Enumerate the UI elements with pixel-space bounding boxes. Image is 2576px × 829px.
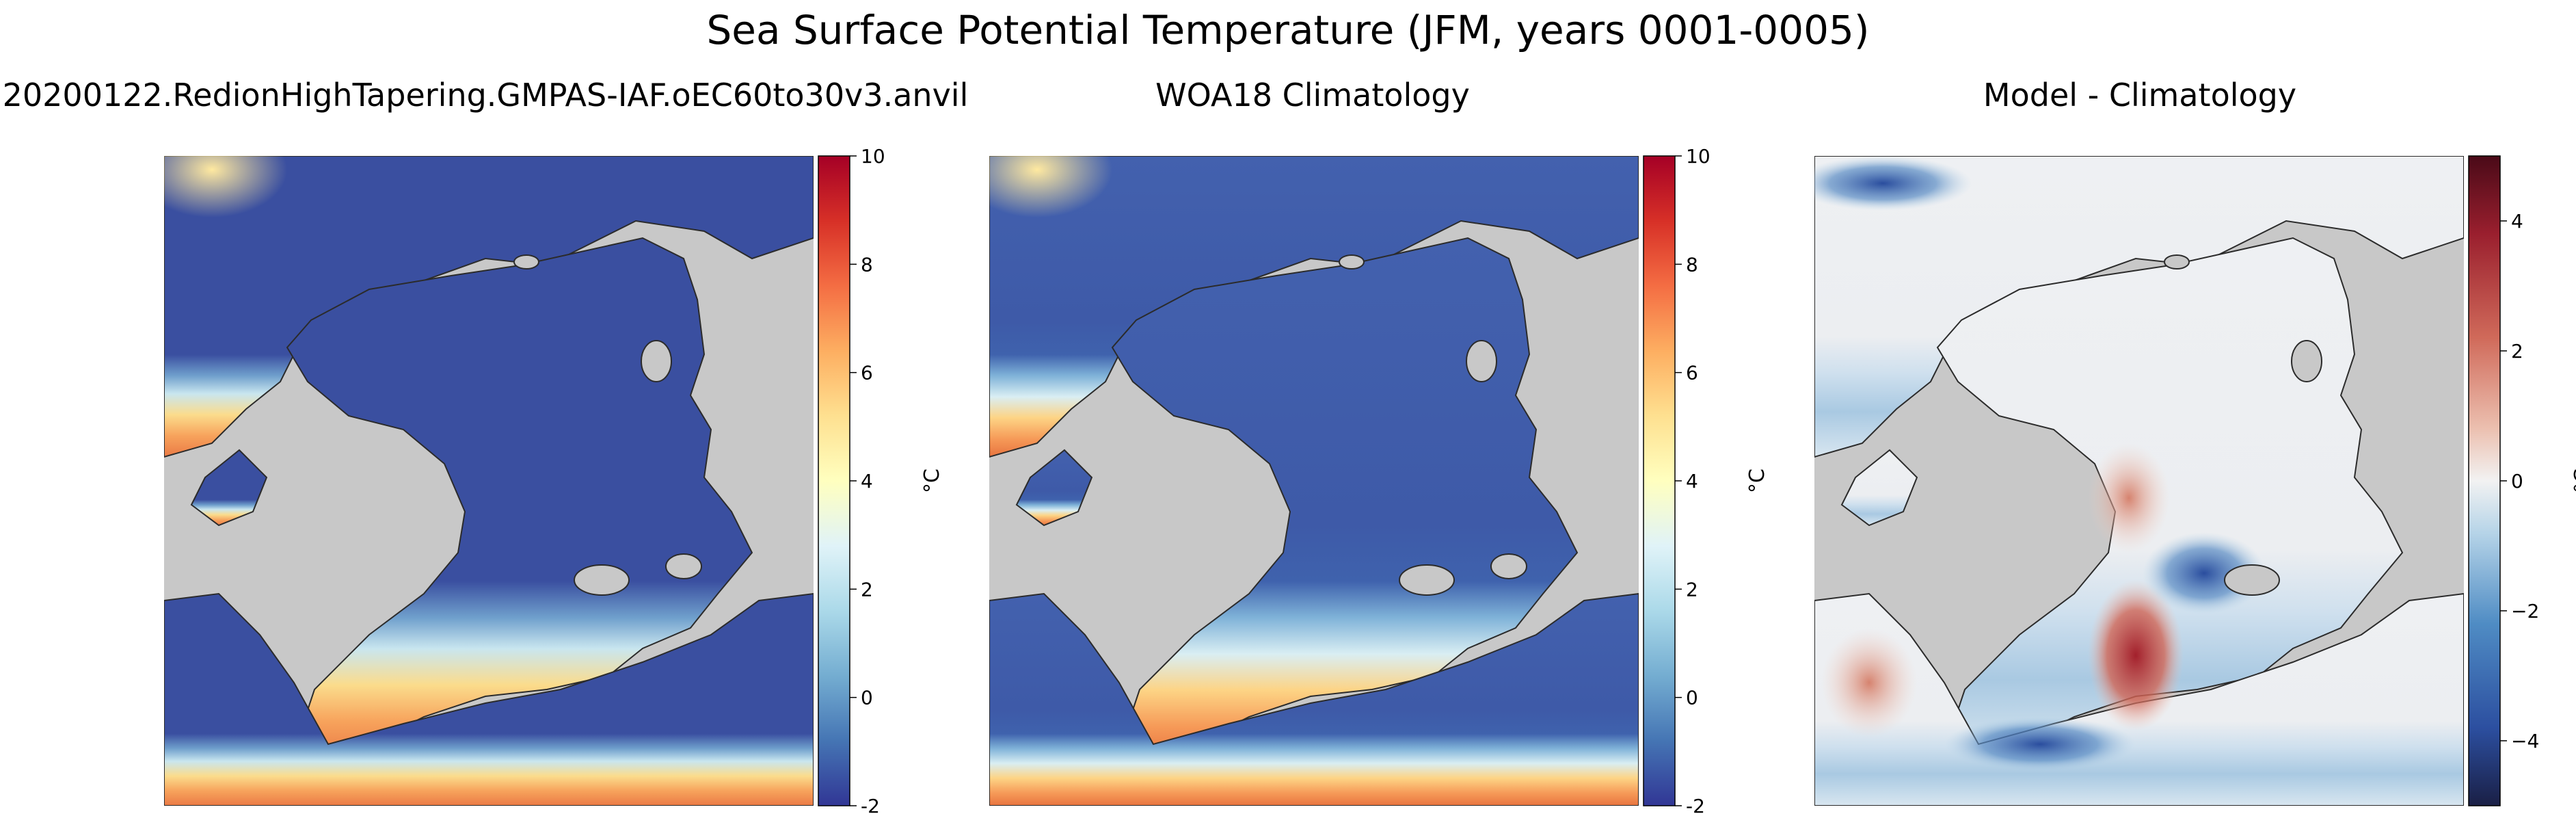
- colorbar-gradient: [2468, 155, 2501, 806]
- ocean-region-1: [989, 156, 1639, 458]
- colorbar-tick-label: 2: [861, 578, 873, 601]
- colorbar-tick-label: 8: [861, 253, 873, 276]
- colorbar-tick-label: 6: [861, 362, 873, 384]
- ocean-field: [1814, 156, 2464, 806]
- island-3: [574, 564, 630, 596]
- ocean-region-3: [164, 592, 814, 806]
- warm-bias-patch-west: [1821, 628, 1917, 737]
- map-panel-3: −4 −2 0 2 4 °C: [1814, 155, 2576, 806]
- colorbar-tick-label: -2: [861, 795, 880, 817]
- ocean-region-4: [190, 449, 268, 527]
- colorbar-2: -2 0 2 4 6 8 10 °C: [1643, 145, 1769, 817]
- island-2: [2291, 340, 2322, 382]
- colorbar-label: °C: [2571, 469, 2576, 493]
- map-panel-1: -2 0 2 4 6 8 10 °C: [164, 145, 944, 817]
- colorbar-tick-label: 2: [2511, 340, 2523, 363]
- panel-title-model: 20200122.RedionHighTapering.GMPAS-IAF.oE…: [2, 77, 969, 114]
- panel-title-bias: Model - Climatology: [1983, 77, 2297, 114]
- figure-title: Sea Surface Potential Temperature (JFM, …: [706, 7, 1870, 53]
- colorbar-tick-label: 0: [2511, 470, 2523, 492]
- colorbar-tick-label: −4: [2511, 730, 2539, 752]
- island-3: [1399, 564, 1455, 596]
- colorbar-3: −4 −2 0 2 4 °C: [2468, 155, 2576, 806]
- island-2: [1466, 340, 1497, 382]
- ocean-field: [989, 156, 1639, 806]
- colorbar-tick-label: −2: [2511, 600, 2539, 622]
- island-1: [513, 254, 539, 269]
- cold-bias-corner: [1814, 156, 1972, 211]
- island-1: [1339, 254, 1365, 269]
- ocean-field: [164, 156, 814, 806]
- island-4: [1490, 553, 1527, 579]
- colorbar-tick-label: 4: [2511, 210, 2523, 233]
- panel-title-climatology: WOA18 Climatology: [1155, 77, 1470, 114]
- colorbar-gradient: [818, 155, 850, 806]
- colorbar-tick-label: 6: [1686, 362, 1698, 384]
- island-3: [2224, 564, 2280, 596]
- colorbar-gradient: [1643, 155, 1676, 806]
- colorbar-label: °C: [1745, 469, 1769, 493]
- colorbar-1: -2 0 2 4 6 8 10 °C: [818, 145, 944, 817]
- colorbar-tick-label: 4: [1686, 470, 1698, 492]
- colorbar-tick-label: 10: [861, 145, 885, 168]
- map-panel-2: -2 0 2 4 6 8 10 °C: [989, 145, 1769, 817]
- island-4: [665, 553, 702, 579]
- colorbar-tick-label: 8: [1686, 253, 1698, 276]
- colorbar-tick-label: 0: [861, 687, 873, 709]
- warm-corner-anomaly: [164, 156, 287, 218]
- island-1: [2164, 254, 2190, 269]
- warm-bias-patch: [2088, 443, 2170, 553]
- colorbar-tick-label: 0: [1686, 687, 1698, 709]
- ocean-region-1: [1814, 156, 2464, 458]
- colorbar-tick-label: 4: [861, 470, 873, 492]
- ocean-region-4: [1015, 449, 1093, 527]
- colorbar-label: °C: [920, 469, 944, 493]
- colorbar-tick-label: 10: [1686, 145, 1710, 168]
- cold-bias-patch: [2143, 532, 2266, 614]
- ocean-region-4: [1840, 449, 1918, 527]
- ocean-region-1: [164, 156, 814, 458]
- island-2: [641, 340, 672, 382]
- warm-corner-anomaly: [989, 156, 1112, 218]
- cold-bias-anomaly: [1944, 717, 2136, 772]
- warm-bias-anomaly: [2088, 580, 2184, 731]
- colorbar-tick-label: 2: [1686, 578, 1698, 601]
- ocean-region-3: [989, 592, 1639, 806]
- colorbar-tick-label: -2: [1686, 795, 1705, 817]
